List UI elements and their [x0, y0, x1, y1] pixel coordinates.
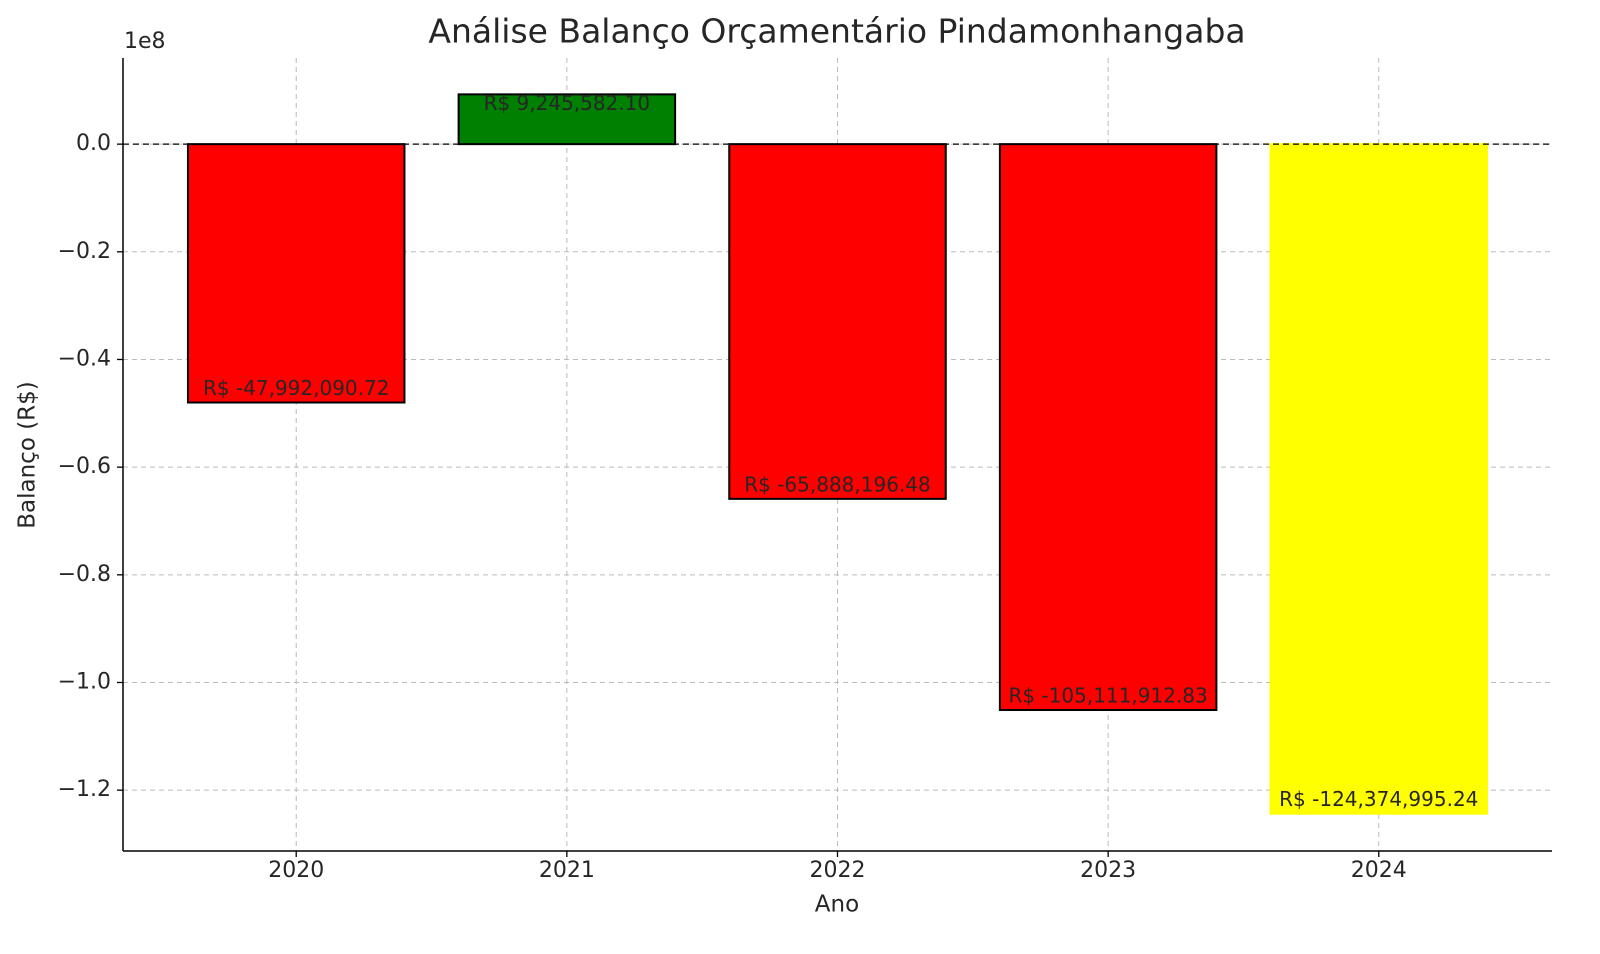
bar — [1269, 143, 1489, 815]
value-label: R$ -105,111,912.83 — [1009, 684, 1208, 708]
x-tick-label: 2022 — [810, 858, 866, 883]
y-tick-label: −1.2 — [58, 777, 111, 802]
y-tick-label: −0.2 — [58, 239, 111, 264]
y-tick-label: −0.4 — [58, 346, 111, 371]
chart-title: Análise Balanço Orçamentário Pindamonhan… — [428, 12, 1245, 51]
y-tick-label: −1.0 — [58, 669, 111, 694]
value-label: R$ -124,374,995.24 — [1279, 787, 1478, 811]
x-tick-label: 2021 — [539, 858, 595, 883]
x-axis-label: Ano — [815, 892, 859, 918]
y-offset-label: 1e8 — [124, 29, 166, 54]
y-axis-label: Balanço (R$) — [15, 381, 41, 529]
x-tick-label: 2020 — [268, 858, 324, 883]
value-label: R$ -65,888,196.48 — [744, 472, 931, 496]
y-tick-label: −0.8 — [58, 562, 111, 587]
x-tick-label: 2024 — [1351, 858, 1407, 883]
value-label: R$ -47,992,090.72 — [203, 376, 390, 400]
value-label: R$ 9,245,582.10 — [484, 91, 651, 115]
x-tick-label: 2023 — [1080, 858, 1136, 883]
bar — [457, 93, 677, 146]
bar — [728, 143, 947, 500]
y-tick-label: 0.0 — [76, 131, 111, 156]
y-tick-label: −0.6 — [58, 454, 111, 479]
bar — [186, 143, 406, 404]
bar — [998, 143, 1218, 712]
